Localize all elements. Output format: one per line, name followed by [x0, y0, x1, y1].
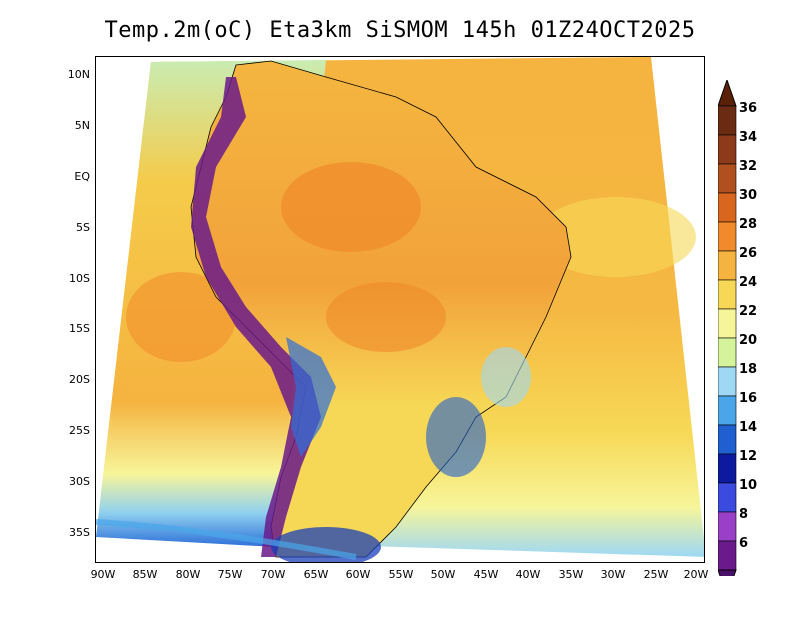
lat-label-25s: 25S [69, 424, 90, 437]
lat-label-35s: 35S [69, 526, 90, 539]
colorbar-label-10: 10 [739, 478, 758, 493]
lon-label-60w: 60W [345, 568, 371, 581]
colorbar-label-14: 14 [739, 420, 758, 435]
lon-label-20w: 20W [683, 568, 709, 581]
colorbar-swatch [718, 337, 737, 368]
lat-label-5s: 5S [76, 221, 90, 234]
amazon-hot-region [281, 162, 421, 252]
lat-label-10s: 10S [69, 272, 90, 285]
temperature-colorbar [718, 80, 737, 576]
lon-label-65w: 65W [303, 568, 329, 581]
lat-label-5n: 5N [74, 119, 90, 132]
colorbar-label-24: 24 [739, 275, 758, 290]
colorbar-swatch [718, 250, 737, 281]
colorbar-swatch [718, 279, 737, 310]
altiplano-cool [286, 337, 336, 457]
colorbar-swatch [718, 105, 737, 136]
lon-label-80w: 80W [175, 568, 201, 581]
lon-label-35w: 35W [558, 568, 584, 581]
colorbar-swatch [718, 540, 737, 571]
lat-label-eq: EQ [74, 170, 90, 183]
lon-label-40w: 40W [515, 568, 541, 581]
colorbar-label-36: 36 [739, 101, 758, 116]
colorbar-label-32: 32 [739, 159, 758, 174]
colorbar-swatch [718, 192, 737, 223]
colorbar-swatch [718, 511, 737, 542]
colorbar-label-8: 8 [739, 507, 749, 522]
patagonia-cold-region [271, 527, 381, 562]
colorbar-label-26: 26 [739, 246, 758, 261]
lon-label-90w: 90W [90, 568, 116, 581]
colorbar-label-22: 22 [739, 304, 758, 319]
colorbar-label-12: 12 [739, 449, 758, 464]
colorbar-bottom-arrow [718, 569, 737, 576]
minas-cool-region [481, 347, 531, 407]
lon-label-85w: 85W [132, 568, 158, 581]
colorbar-label-16: 16 [739, 391, 758, 406]
colorbar-label-30: 30 [739, 188, 758, 203]
colorbar-swatch [718, 366, 737, 397]
central-hot-region [326, 282, 446, 352]
colorbar-swatch [718, 453, 737, 484]
colorbar-swatch [718, 163, 737, 194]
andes-cold-band [191, 77, 321, 557]
colorbar-label-20: 20 [739, 333, 758, 348]
colorbar-label-18: 18 [739, 362, 758, 377]
colorbar-swatch [718, 221, 737, 252]
lon-label-30w: 30W [600, 568, 626, 581]
map-canvas [96, 57, 704, 562]
colorbar-label-28: 28 [739, 217, 758, 232]
colorbar-swatch [718, 308, 737, 339]
lon-label-75w: 75W [217, 568, 243, 581]
lon-label-50w: 50W [430, 568, 456, 581]
atlantic-cool-patch [536, 197, 696, 277]
lon-label-25w: 25W [643, 568, 669, 581]
lat-label-20s: 20S [69, 373, 90, 386]
lon-label-55w: 55W [388, 568, 414, 581]
southern-cool-band [96, 519, 357, 560]
pacific-warm-patch [126, 272, 236, 362]
colorbar-swatch [718, 395, 737, 426]
lon-label-45w: 45W [473, 568, 499, 581]
lon-label-70w: 70W [260, 568, 286, 581]
lat-label-10n: 10N [67, 68, 90, 81]
colorbar-label-34: 34 [739, 130, 758, 145]
lat-label-30s: 30S [69, 475, 90, 488]
colorbar-swatch [718, 482, 737, 513]
colorbar-top-arrow [718, 80, 737, 107]
lat-label-15s: 15S [69, 322, 90, 335]
temperature-map [95, 56, 705, 563]
colorbar-label-6: 6 [739, 536, 749, 551]
colorbar-swatch [718, 134, 737, 165]
colorbar-swatch [718, 424, 737, 455]
map-title: Temp.2m(oC) Eta3km SiSMOM 145h 01Z24OCT2… [104, 18, 696, 43]
southeast-cool-region [426, 397, 486, 477]
